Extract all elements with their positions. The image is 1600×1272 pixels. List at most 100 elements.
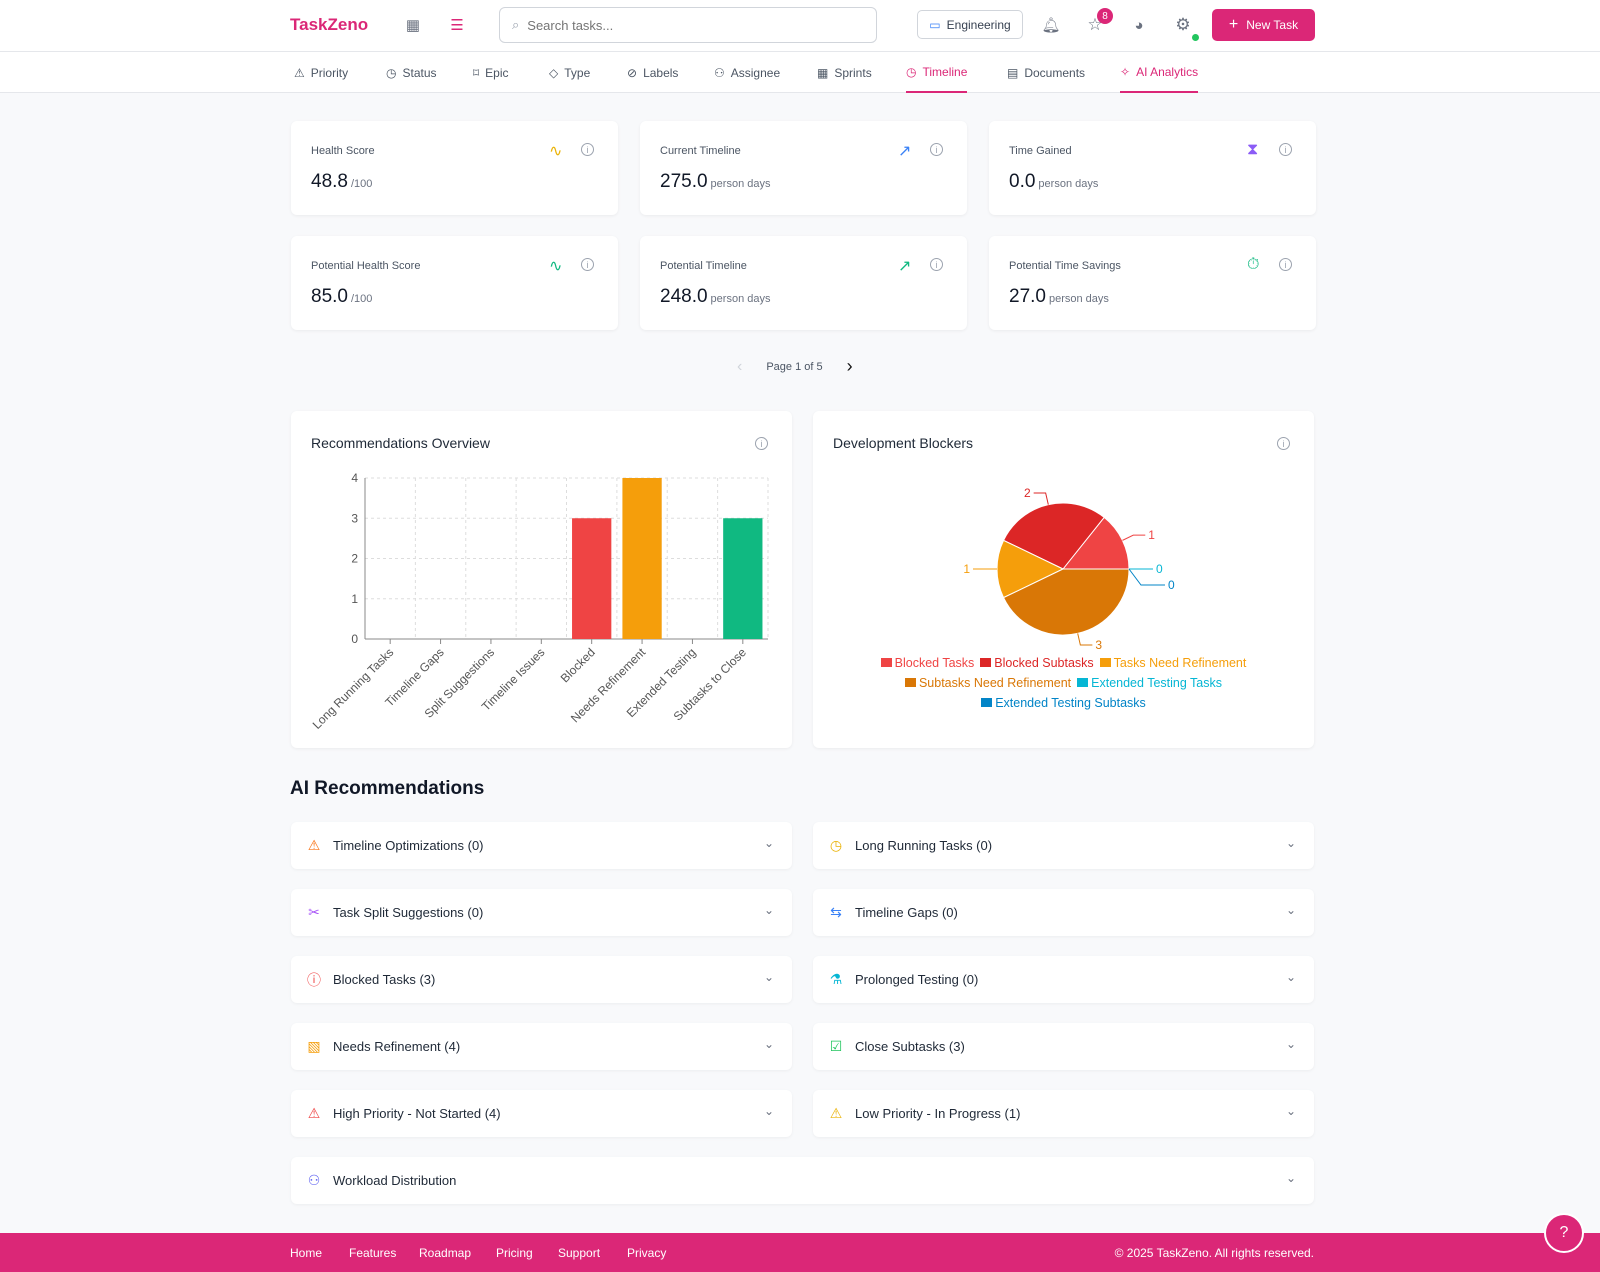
gear-icon[interactable]: ⚙: [1175, 15, 1191, 34]
recommendation-accordion[interactable]: ⚠ High Priority - Not Started (4) ⌄: [291, 1090, 792, 1137]
chevron-down-icon: ⌄: [763, 836, 774, 850]
tab-type[interactable]: ◇ Type: [549, 52, 590, 93]
pie-slice[interactable]: [1002, 502, 1105, 570]
stat-label: Potential Timeline: [660, 260, 747, 272]
stat-unit: person days: [710, 178, 771, 190]
tab-icon: ⚠: [294, 65, 305, 80]
category-icon: ☑: [829, 1038, 843, 1054]
tab-documents[interactable]: ▤ Documents: [1007, 52, 1085, 93]
recommendation-accordion[interactable]: ⚇ Workload Distribution ⌄: [291, 1157, 1314, 1204]
grid-view-icon[interactable]: ▦: [405, 17, 421, 34]
tab-status[interactable]: ◷ Status: [386, 52, 437, 93]
info-icon[interactable]: i: [930, 143, 943, 156]
bar[interactable]: [572, 518, 612, 639]
search-box[interactable]: ⌕: [499, 7, 877, 43]
new-task-button[interactable]: + New Task: [1212, 9, 1315, 41]
chevron-down-icon: ⌄: [1285, 1171, 1296, 1185]
category-icon: ⚠: [307, 1105, 321, 1121]
legend-swatch: [1099, 658, 1111, 667]
help-button[interactable]: ?: [1544, 1213, 1584, 1253]
legend-item[interactable]: Subtasks Need Refinement: [904, 676, 1071, 690]
tab-ai-analytics[interactable]: ✧ AI Analytics: [1120, 52, 1199, 93]
bar[interactable]: [723, 518, 763, 639]
search-input[interactable]: [527, 17, 848, 33]
bar[interactable]: [622, 478, 662, 639]
timer-icon: ⏱: [1247, 256, 1260, 273]
info-icon[interactable]: i: [1279, 143, 1292, 156]
tab-priority[interactable]: ⚠ Priority: [294, 52, 348, 93]
stat-number: 48.8: [311, 171, 348, 192]
tab-icon: ✧: [1120, 64, 1131, 79]
legend-item[interactable]: Blocked Tasks: [880, 656, 975, 670]
recommendation-accordion[interactable]: ▧ Needs Refinement (4) ⌄: [291, 1023, 792, 1070]
label-line: [1122, 534, 1146, 541]
search-icon: ⌕: [512, 17, 520, 32]
new-task-label: New Task: [1246, 18, 1299, 32]
footer-link-pricing[interactable]: Pricing: [496, 1246, 533, 1260]
info-icon[interactable]: i: [1279, 258, 1292, 271]
footer-link-roadmap[interactable]: Roadmap: [419, 1246, 472, 1260]
stat-label: Health Score: [311, 145, 375, 157]
recommendation-accordion[interactable]: ✂ Task Split Suggestions (0) ⌄: [291, 889, 792, 936]
category-icon: ⚗: [829, 971, 843, 987]
tab-assignee[interactable]: ⚇ Assignee: [714, 52, 780, 93]
info-icon[interactable]: i: [581, 143, 594, 156]
chevron-down-icon: ⌄: [763, 903, 774, 917]
info-icon[interactable]: i: [755, 437, 768, 450]
list-view-icon[interactable]: ☰: [450, 17, 464, 34]
y-tick-label: 3: [351, 511, 358, 525]
chevron-down-icon: ⌄: [763, 1104, 774, 1118]
info-icon[interactable]: i: [581, 258, 594, 271]
favorites-badge: 8: [1097, 8, 1113, 24]
palette-icon[interactable]: ◕: [1134, 16, 1144, 34]
label-line: [1128, 568, 1165, 586]
workspace-selector[interactable]: ▭ Engineering: [917, 10, 1023, 39]
chevron-down-icon: ⌄: [1285, 970, 1296, 984]
footer-link-features[interactable]: Features: [349, 1246, 397, 1260]
bell-icon[interactable]: 🔔︎: [1041, 17, 1061, 34]
logo[interactable]: TaskZeno: [290, 15, 369, 34]
stat-label: Potential Health Score: [311, 260, 421, 272]
legend-item[interactable]: Tasks Need Refinement: [1099, 656, 1246, 670]
tab-labels[interactable]: ⊘ Labels: [627, 52, 678, 93]
recommendation-accordion[interactable]: ⚗ Prolonged Testing (0) ⌄: [813, 956, 1314, 1003]
recommendation-accordion[interactable]: ⇆ Timeline Gaps (0) ⌄: [813, 889, 1314, 936]
tab-label: Epic: [485, 65, 509, 80]
legend-item[interactable]: Extended Testing Subtasks: [981, 696, 1146, 710]
recommendation-accordion[interactable]: ☑ Close Subtasks (3) ⌄: [813, 1023, 1314, 1070]
legend-label: Blocked Tasks: [894, 656, 975, 670]
pie-slice[interactable]: [1061, 516, 1130, 570]
pie-slice[interactable]: [1002, 568, 1130, 636]
tab-label: Type: [564, 65, 591, 80]
prev-page-icon[interactable]: ‹: [737, 357, 743, 375]
stat-number: 275.0: [660, 171, 708, 192]
tab-label: Status: [402, 65, 437, 80]
next-page-icon[interactable]: ›: [846, 356, 853, 376]
legend-row: Blocked Tasks Blocked Subtasks Tasks Need …: [813, 656, 1314, 670]
stat-card: Time Gained 0.0 person days ⧗ i: [989, 121, 1316, 215]
footer-link-privacy[interactable]: Privacy: [627, 1246, 667, 1260]
recommendation-accordion[interactable]: ⓘ Blocked Tasks (3) ⌄: [291, 956, 792, 1003]
tab-epic[interactable]: ⌑ Epic: [473, 52, 509, 93]
legend-item[interactable]: Blocked Subtasks: [980, 656, 1094, 670]
legend-swatch: [980, 658, 992, 667]
legend-swatch: [880, 658, 892, 667]
tab-timeline[interactable]: ◷ Timeline: [906, 52, 968, 93]
info-icon[interactable]: i: [1277, 437, 1290, 450]
tab-sprints[interactable]: ▦ Sprints: [817, 52, 872, 93]
slice-value-label: 1: [1148, 528, 1155, 542]
info-icon[interactable]: i: [930, 258, 943, 271]
chevron-down-icon: ⌄: [763, 1037, 774, 1051]
stat-unit: person days: [1048, 293, 1109, 305]
workspace-label: Engineering: [946, 17, 1011, 32]
accordion-title: Low Priority - In Progress (1): [855, 1106, 1021, 1121]
pie-slice[interactable]: [996, 539, 1065, 599]
recommendation-accordion[interactable]: ◷ Long Running Tasks (0) ⌄: [813, 822, 1314, 869]
recommendation-accordion[interactable]: ⚠ Timeline Optimizations (0) ⌄: [291, 822, 792, 869]
recommendation-accordion[interactable]: ⚠ Low Priority - In Progress (1) ⌄: [813, 1090, 1314, 1137]
slice-value-label: 0: [1168, 578, 1175, 592]
legend-item[interactable]: Extended Testing Tasks: [1077, 676, 1222, 690]
stat-value: 27.0 person days: [1009, 286, 1109, 308]
footer-link-home[interactable]: Home: [290, 1246, 323, 1260]
footer-link-support[interactable]: Support: [558, 1246, 601, 1260]
